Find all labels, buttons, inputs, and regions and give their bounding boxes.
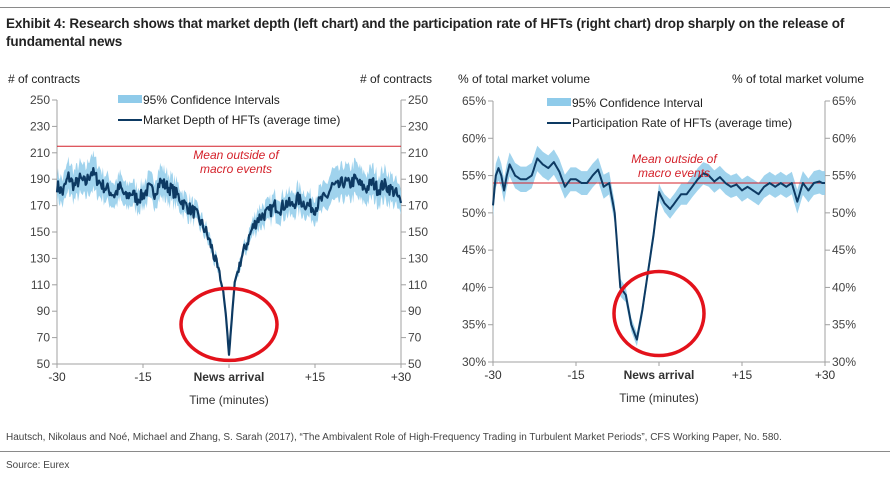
y-tick-label-left: 110 <box>31 278 50 292</box>
y-tick-label-right: 110 <box>408 278 427 292</box>
y-tick-label-left: 150 <box>30 225 50 239</box>
y-tick-label-right: 30% <box>832 355 856 369</box>
y-tick-label-left: 130 <box>30 251 50 265</box>
y-tick-label-left: 30% <box>462 355 486 369</box>
mean-annotation-line1: Mean outside of <box>631 152 718 166</box>
y-tick-label-left: 40% <box>462 280 486 294</box>
y-tick-label-left: 60% <box>462 131 486 145</box>
footer-rule <box>0 451 890 452</box>
series-line <box>55 167 403 356</box>
source-text: Source: Eurex <box>6 460 70 471</box>
y-tick-label-right: 150 <box>408 225 428 239</box>
x-tick-label: +30 <box>391 370 412 384</box>
y-tick-label-left: 65% <box>462 94 486 108</box>
top-rule <box>0 7 890 8</box>
x-axis-title: Time (minutes) <box>189 393 269 407</box>
x-axis-title: Time (minutes) <box>619 391 699 405</box>
mean-annotation-line2: macro events <box>200 162 272 176</box>
y-tick-label-left: 50% <box>462 206 486 220</box>
mean-annotation-line1: Mean outside of <box>193 148 280 162</box>
x-tick-label: -15 <box>567 368 585 382</box>
legend-background <box>543 95 808 127</box>
y-axis-right-unit-label: % of total market volume <box>732 72 864 86</box>
x-tick-label: -15 <box>134 370 152 384</box>
y-tick-label-left: 50 <box>37 357 51 371</box>
y-tick-label-right: 55% <box>832 169 856 183</box>
legend-label: 95% Confidence Intervals <box>143 93 280 107</box>
y-axis-left-unit-label: % of total market volume <box>458 72 590 86</box>
y-tick-label-right: 210 <box>408 146 428 160</box>
legend-swatch-band <box>547 98 571 106</box>
y-tick-label-left: 190 <box>30 172 50 186</box>
confidence-band <box>493 145 825 347</box>
y-tick-label-right: 65% <box>832 94 856 108</box>
legend-label: Participation Rate of HFTs (average time… <box>572 116 792 130</box>
x-tick-label: +15 <box>305 370 326 384</box>
legend-label: 95% Confidence Interval <box>572 96 703 110</box>
legend-swatch-band <box>118 95 142 103</box>
y-tick-label-left: 230 <box>30 119 50 133</box>
y-axis-right-unit-label: # of contracts <box>360 72 432 86</box>
series-line <box>492 157 826 341</box>
y-tick-label-left: 55% <box>462 169 486 183</box>
y-tick-label-left: 70 <box>37 331 51 345</box>
y-tick-label-right: 45% <box>832 243 856 257</box>
y-tick-label-right: 60% <box>832 131 856 145</box>
legend-background <box>114 92 354 124</box>
x-tick-label: +15 <box>732 368 753 382</box>
y-tick-label-right: 170 <box>408 199 428 213</box>
charts-canvas: # of contracts # of contracts 50 50 70 70 90 90… <box>8 72 864 407</box>
y-axis-left-unit-label: # of contracts <box>8 72 80 86</box>
mean-annotation-line2: macro events <box>638 166 710 180</box>
citation-text: Hautsch, Nikolaus and Noé, Michael and Z… <box>6 432 782 443</box>
y-tick-label-left: 170 <box>30 199 50 213</box>
y-tick-label-right: 50% <box>832 206 856 220</box>
x-tick-label: -30 <box>48 370 66 384</box>
confidence-band <box>57 150 401 358</box>
y-tick-label-left: 90 <box>37 304 51 318</box>
exhibit-title: Exhibit 4: Research shows that market de… <box>6 16 845 49</box>
y-tick-label-right: 40% <box>832 280 856 294</box>
y-tick-label-right: 130 <box>408 251 428 265</box>
y-tick-label-left: 250 <box>30 93 50 107</box>
y-tick-label-left: 45% <box>462 243 486 257</box>
y-tick-label-right: 90 <box>408 304 422 318</box>
x-tick-label: -30 <box>484 368 502 382</box>
market-depth-chart: # of contracts # of contracts 50 50 70 70 90 90… <box>8 72 432 407</box>
highlight-circle <box>179 286 279 363</box>
y-tick-label-left: 210 <box>30 146 50 160</box>
participation-rate-chart: % of total market volume % of total marke… <box>458 72 864 405</box>
y-tick-label-right: 190 <box>408 172 428 186</box>
y-tick-label-left: 35% <box>462 318 486 332</box>
y-tick-label-right: 35% <box>832 318 856 332</box>
y-tick-label-right: 230 <box>408 119 428 133</box>
x-tick-label: +30 <box>815 368 836 382</box>
x-tick-label-news-arrival: News arrival <box>624 368 695 382</box>
y-tick-label-right: 70 <box>408 331 422 345</box>
x-tick-label-news-arrival: News arrival <box>194 370 265 384</box>
y-tick-label-right: 250 <box>408 93 428 107</box>
highlight-circle <box>612 269 706 358</box>
legend-label: Market Depth of HFTs (average time) <box>143 113 340 127</box>
y-tick-label-right: 50 <box>408 357 422 371</box>
